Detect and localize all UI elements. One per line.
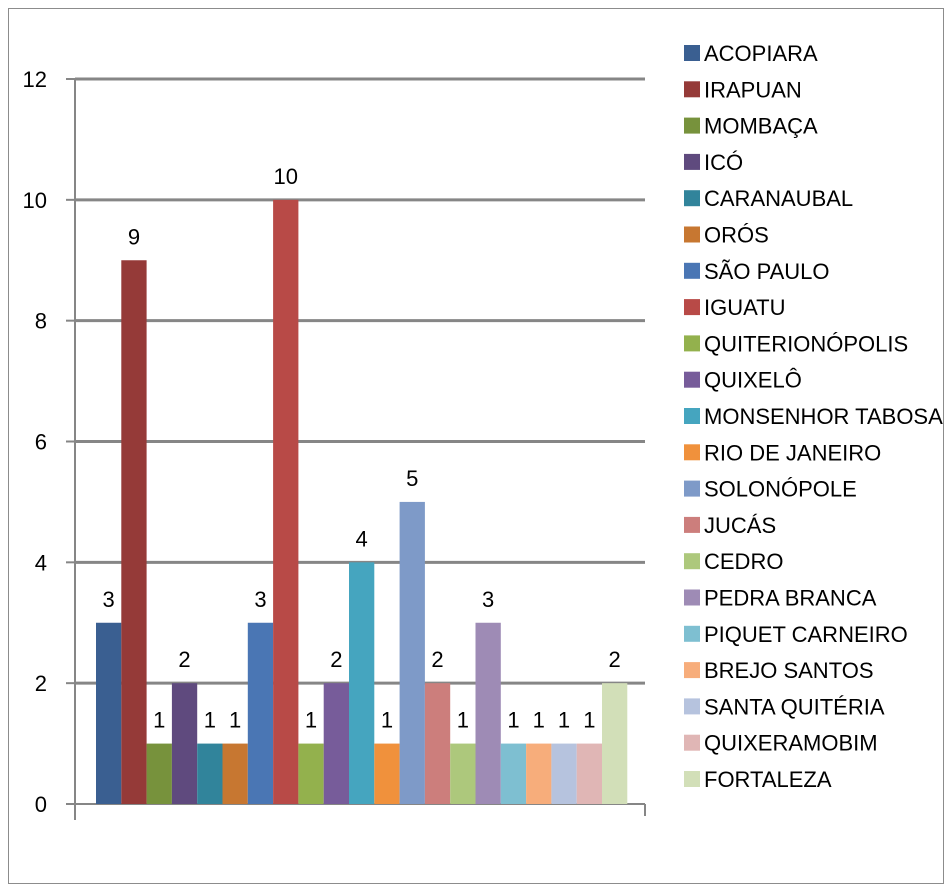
legend-label: QUITERIONÓPOLIS: [704, 331, 908, 356]
legend-label: QUIXERAMOBIM: [704, 731, 878, 756]
y-tick-label: 12: [23, 67, 47, 92]
bar-7: [247, 622, 274, 804]
y-tick-label: 6: [35, 430, 47, 455]
bars: [96, 199, 628, 805]
data-label: 1: [153, 708, 165, 733]
legend-swatch: [684, 153, 700, 170]
bar-19: [551, 743, 577, 804]
data-label: 1: [381, 708, 393, 733]
data-label: 10: [274, 164, 298, 189]
legend: ACOPIARA IRAPUAN MOMBAÇA ICÓ CARANAUBAL ORÓS S…: [684, 41, 943, 792]
data-label: 4: [356, 526, 368, 551]
data-label: 3: [103, 587, 115, 612]
data-label: 1: [558, 708, 570, 733]
data-label: 1: [533, 708, 545, 733]
y-tick-label: 0: [35, 792, 47, 817]
legend-swatch: [684, 553, 700, 570]
bar-5: [197, 743, 223, 804]
bar-13: [399, 501, 425, 804]
legend-swatch: [684, 190, 700, 207]
data-label: 9: [128, 224, 140, 249]
legend-label: CEDRO: [704, 549, 783, 574]
legend-swatch: [684, 589, 700, 606]
legend-swatch: [684, 226, 700, 243]
legend-swatch: [684, 444, 700, 461]
bar-4: [171, 683, 198, 804]
data-label: 3: [482, 587, 494, 612]
legend-swatch: [684, 299, 700, 316]
data-label: 1: [457, 708, 469, 733]
legend-label: MONSENHOR TABOSA: [704, 404, 943, 429]
gridlines: [75, 77, 645, 685]
legend-swatch: [684, 625, 700, 642]
legend-label: SOLONÓPOLE: [704, 477, 857, 502]
legend-label: JUCÁS: [704, 513, 776, 538]
data-label: 2: [431, 647, 443, 672]
bar-2: [121, 260, 147, 804]
legend-swatch: [684, 480, 700, 497]
y-tick-label: 10: [23, 188, 47, 213]
bar-15: [450, 743, 476, 804]
bar-17: [500, 743, 527, 804]
legend-label: SANTA QUITÉRIA: [704, 694, 885, 719]
legend-label: BREJO SANTOS: [704, 658, 874, 683]
legend-label: ACOPIARA: [704, 41, 818, 66]
legend-label: SÃO PAULO: [704, 259, 830, 284]
data-label: 5: [406, 466, 418, 491]
legend-swatch: [684, 45, 700, 61]
legend-label: QUIXELÔ: [704, 368, 802, 393]
y-tick-label: 2: [35, 671, 47, 696]
data-label: 2: [178, 647, 190, 672]
data-label: 2: [609, 647, 621, 672]
data-label: 1: [229, 708, 241, 733]
legend-label: ICÓ: [704, 150, 743, 175]
legend-label: PEDRA BRANCA: [704, 586, 877, 611]
bar-20: [576, 743, 602, 804]
bar-11: [349, 562, 375, 804]
legend-swatch: [684, 771, 700, 787]
y-tick-label: 8: [35, 309, 47, 334]
data-label: 1: [583, 708, 595, 733]
legend-label: RIO DE JANEIRO: [704, 440, 881, 465]
legend-swatch: [684, 662, 700, 679]
data-label: 2: [330, 647, 342, 672]
bar-12: [374, 743, 400, 804]
bar-1: [96, 622, 122, 804]
legend-label: MOMBAÇA: [704, 114, 818, 139]
bar-18: [526, 743, 552, 804]
legend-swatch: [684, 81, 700, 98]
data-label: 1: [305, 708, 317, 733]
data-label: 3: [254, 587, 266, 612]
bar-14: [424, 683, 451, 804]
bar-21: [602, 683, 628, 804]
data-label: 1: [204, 708, 216, 733]
legend-swatch: [684, 117, 700, 134]
bar-10: [323, 683, 349, 804]
legend-label: IGUATU: [704, 295, 785, 320]
legend-swatch: [684, 698, 700, 715]
legend-swatch: [684, 408, 700, 424]
legend-label: IRAPUAN: [704, 77, 802, 102]
data-label: 1: [507, 708, 519, 733]
legend-label: FORTALEZA: [704, 767, 832, 792]
bar-6: [222, 743, 248, 804]
bar-3: [146, 743, 172, 804]
y-tick-label: 4: [35, 550, 47, 575]
bar-9: [298, 743, 324, 804]
legend-swatch: [684, 335, 700, 352]
legend-swatch: [684, 516, 700, 533]
legend-label: CARANAUBAL: [704, 186, 853, 211]
legend-swatch: [684, 262, 700, 279]
legend-swatch: [684, 371, 700, 388]
bar-8: [273, 199, 299, 805]
legend-label: PIQUET CARNEIRO: [704, 622, 908, 647]
legend-label: ORÓS: [704, 223, 769, 248]
bar-16: [475, 622, 501, 804]
legend-swatch: [684, 734, 700, 751]
